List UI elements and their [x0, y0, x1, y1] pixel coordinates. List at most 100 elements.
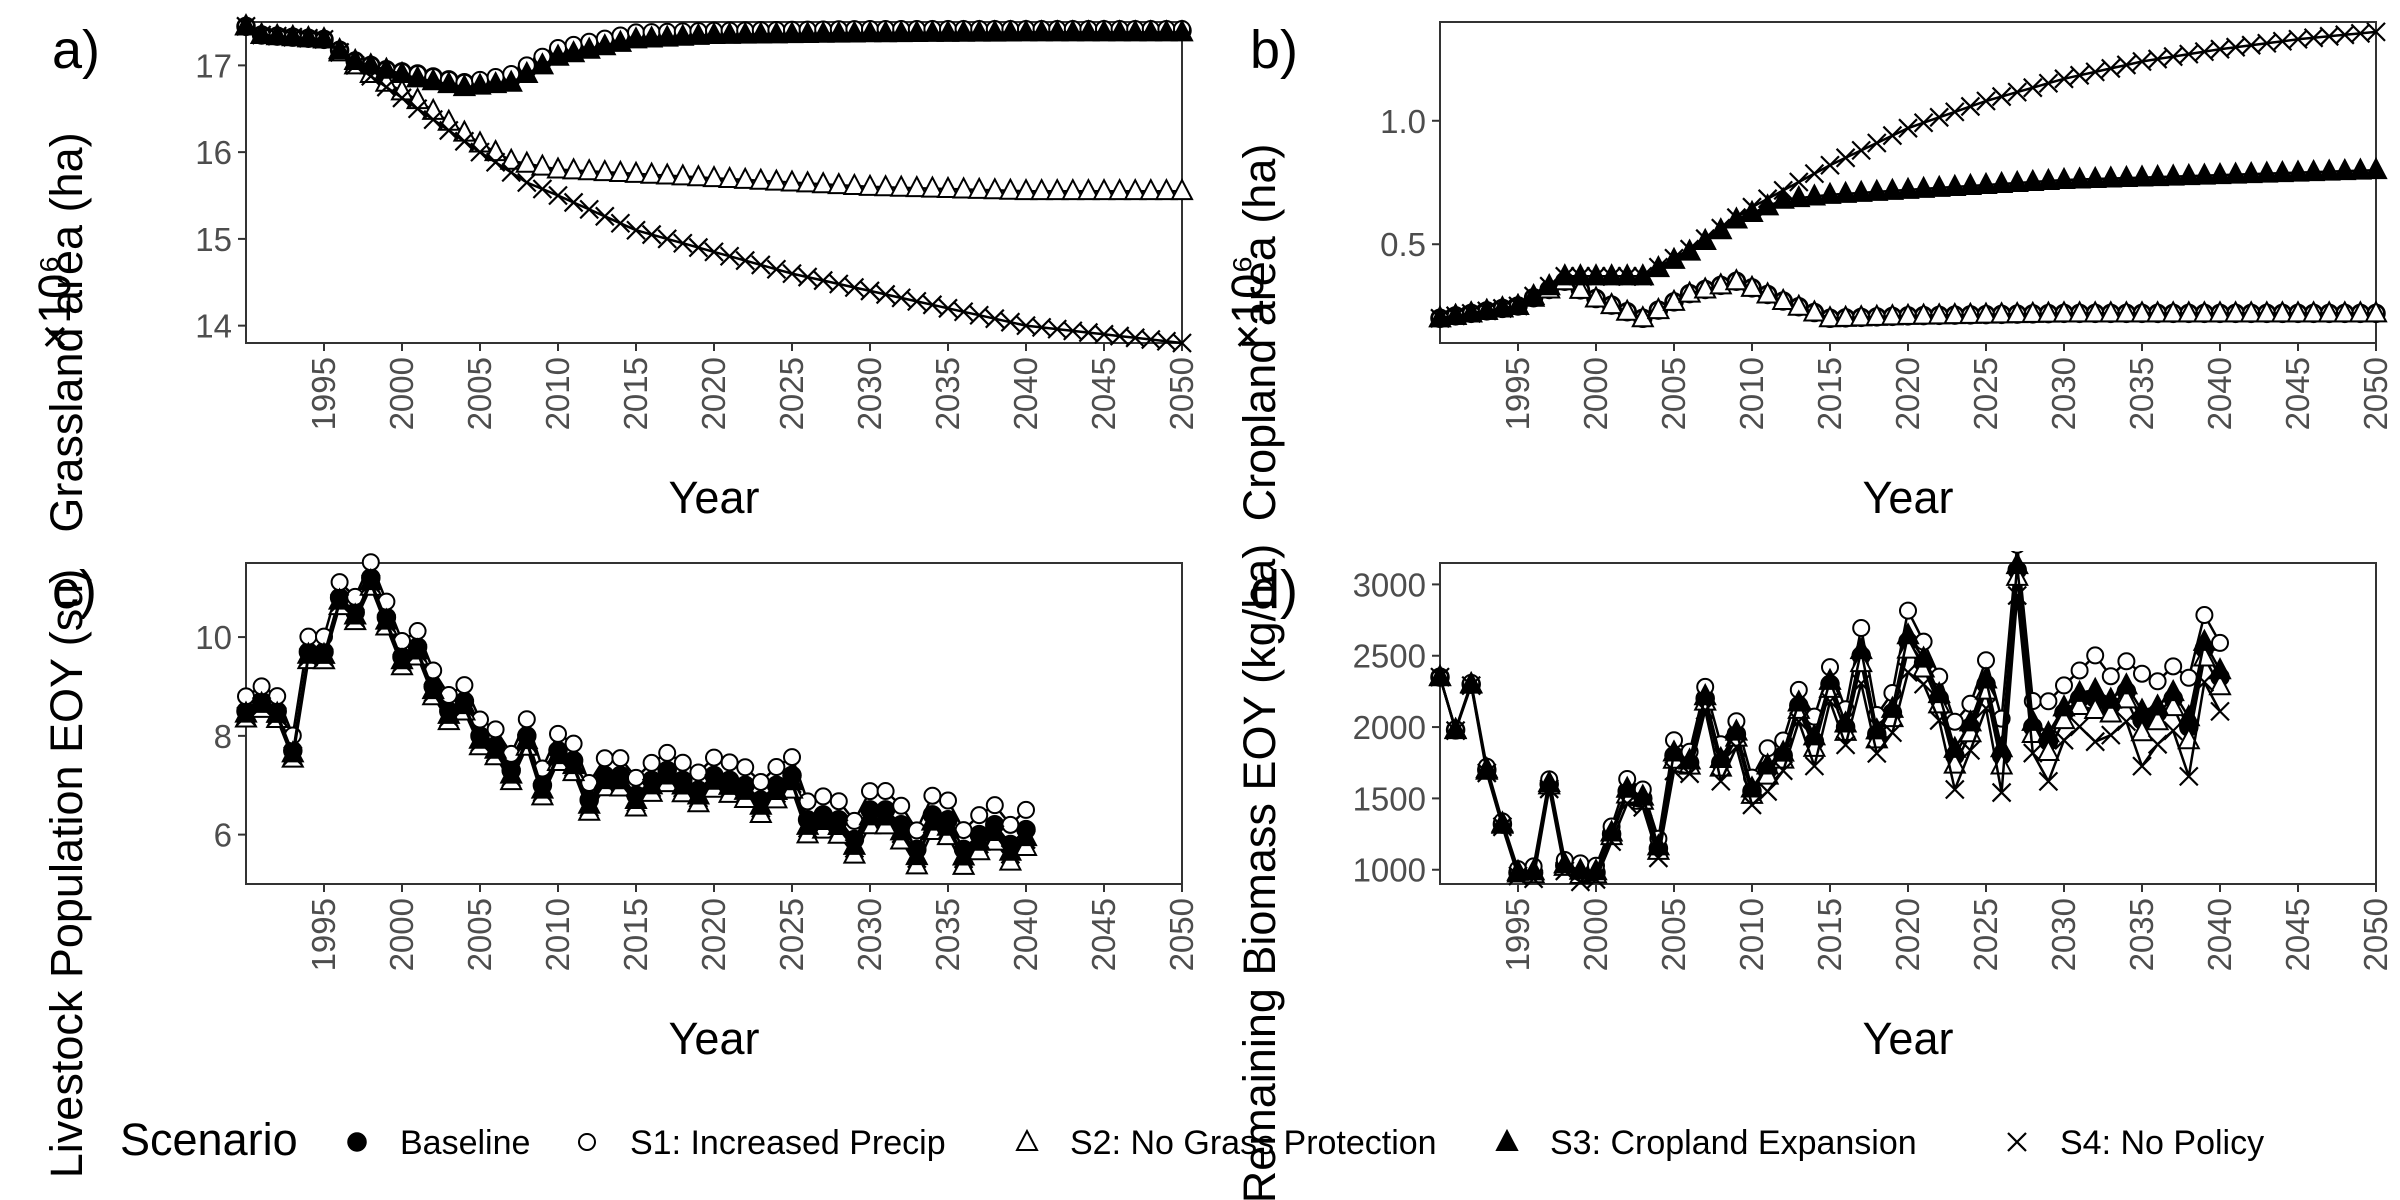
data-point: [283, 746, 303, 766]
data-point: [1631, 783, 1655, 806]
data-point: [657, 768, 677, 788]
data-point: [2116, 711, 2137, 732]
legend-label: S3: Cropland Expansion: [1550, 1124, 1917, 1162]
data-point: [392, 652, 412, 673]
data-point: [454, 697, 475, 718]
data-point: [1849, 649, 1873, 673]
data-point: [920, 175, 945, 198]
data-point: [1695, 700, 1715, 720]
data-point: [593, 158, 617, 182]
data-point: [1989, 301, 2014, 324]
data-point: [1555, 861, 1575, 881]
data-point: [2007, 585, 2027, 606]
data-point: [2099, 686, 2123, 709]
data-point: [985, 308, 1005, 329]
data-point: [530, 153, 555, 176]
x-tick-label: 2000: [1577, 898, 1614, 971]
legend-entry: S2: No Grass Protection: [1015, 1124, 1437, 1162]
x-tick-label: 2005: [461, 898, 498, 971]
data-point: [2148, 672, 2167, 691]
data-point: [1755, 281, 1780, 304]
data-point: [2317, 158, 2341, 181]
data-point: [1867, 743, 1887, 764]
x-tick-label: 2030: [851, 357, 888, 430]
data-point: [345, 55, 365, 76]
data-point: [749, 167, 773, 190]
data-point: [1631, 305, 1655, 328]
data-point: [517, 172, 537, 193]
data-point: [1076, 178, 1101, 201]
data-point: [1154, 19, 1179, 42]
data-point: [1555, 266, 1575, 287]
data-point: [2272, 31, 2293, 52]
series-layer: [234, 13, 1194, 353]
data-point: [1599, 291, 1624, 315]
data-point: [546, 43, 570, 66]
data-point: [2145, 300, 2170, 323]
data-point: [1508, 296, 1528, 316]
data-point: [1991, 782, 2012, 803]
data-point: [1835, 735, 1856, 755]
data-point: [2270, 159, 2295, 183]
data-point: [1899, 601, 1917, 620]
data-point: [1016, 829, 1036, 850]
data-point: [2114, 672, 2139, 695]
data-point: [1989, 170, 2014, 193]
data-point: [1818, 667, 1842, 690]
data-point: [749, 21, 773, 44]
data-point: [1154, 178, 1179, 201]
data-point: [1835, 148, 1856, 168]
data-point: [1742, 197, 1762, 217]
x-tick-label: 2000: [383, 357, 420, 430]
data-point: [359, 52, 383, 75]
y-axis-title: Livestock Population EOY (su): [41, 569, 92, 1178]
data-point: [608, 29, 633, 52]
data-point: [374, 56, 399, 79]
data-point: [702, 21, 726, 45]
data-point: [861, 782, 879, 801]
data-point: [2005, 300, 2029, 324]
data-point: [1726, 207, 1747, 228]
x-tick-label: 2010: [1733, 898, 1770, 971]
data-point: [407, 643, 428, 663]
data-point: [2083, 165, 2107, 189]
data-point: [797, 267, 818, 287]
x-tick-label: 2025: [1967, 898, 2004, 971]
data-point: [764, 168, 789, 191]
data-point: [2021, 708, 2045, 731]
data-point: [517, 732, 537, 753]
data-point: [704, 242, 724, 262]
data-point: [2208, 300, 2232, 323]
data-point: [1662, 288, 1686, 311]
data-point: [1989, 735, 2014, 758]
data-point: [767, 758, 786, 777]
data-point: [626, 220, 646, 240]
data-point: [2130, 300, 2154, 323]
data-point: [1771, 287, 1795, 311]
data-point: [922, 814, 943, 834]
data-point: [842, 172, 867, 195]
data-point: [2211, 633, 2229, 652]
x-tick-label: 2010: [539, 898, 576, 971]
data-point: [1014, 19, 1038, 42]
data-point: [639, 161, 664, 184]
data-point: [437, 71, 461, 94]
data-point: [1927, 174, 1951, 197]
legend: Scenario Baseline S1: Increased Precip S2:…: [120, 1114, 2264, 1165]
data-point: [1802, 723, 1827, 746]
data-point: [889, 19, 913, 43]
data-point: [2023, 77, 2043, 98]
data-point: [1000, 312, 1021, 332]
data-point: [1898, 118, 1918, 138]
data-point: [624, 26, 648, 49]
data-point: [485, 152, 506, 173]
data-point: [985, 796, 1004, 815]
data-point: [923, 786, 942, 805]
data-point: [2364, 300, 2388, 323]
data-point: [2161, 693, 2185, 717]
data-point: [1615, 775, 1639, 798]
data-point: [1029, 19, 1054, 42]
x-tick-label: 2030: [851, 898, 888, 971]
data-point: [2163, 46, 2183, 67]
data-point: [2192, 300, 2217, 323]
